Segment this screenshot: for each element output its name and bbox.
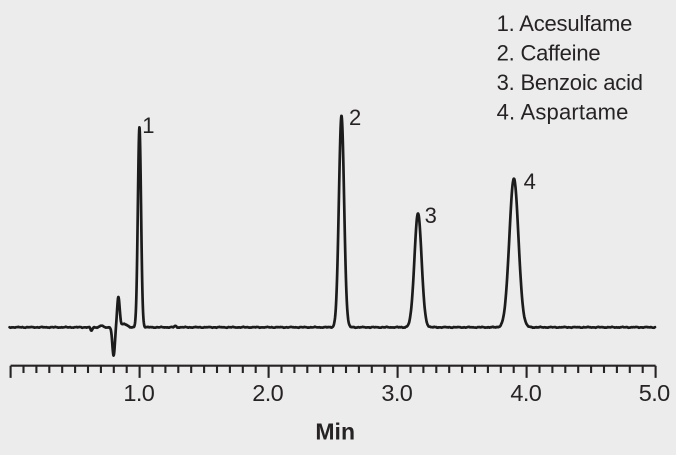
svg-text:Min: Min bbox=[315, 419, 355, 445]
svg-text:2: 2 bbox=[349, 105, 361, 130]
svg-text:4: 4 bbox=[524, 169, 536, 194]
svg-text:4.0: 4.0 bbox=[510, 380, 541, 406]
svg-text:3: 3 bbox=[425, 203, 437, 228]
svg-text:1: 1 bbox=[142, 113, 154, 138]
svg-text:1.0: 1.0 bbox=[123, 380, 154, 406]
svg-text:3.0: 3.0 bbox=[381, 380, 412, 406]
svg-text:1. Acesulfame: 1. Acesulfame bbox=[497, 11, 633, 36]
svg-text:4. Aspartame: 4. Aspartame bbox=[497, 100, 629, 125]
svg-text:3. Benzoic acid: 3. Benzoic acid bbox=[497, 70, 643, 95]
svg-text:2. Caffeine: 2. Caffeine bbox=[497, 41, 601, 66]
svg-text:2.0: 2.0 bbox=[252, 380, 283, 406]
svg-text:5.0: 5.0 bbox=[639, 380, 670, 406]
